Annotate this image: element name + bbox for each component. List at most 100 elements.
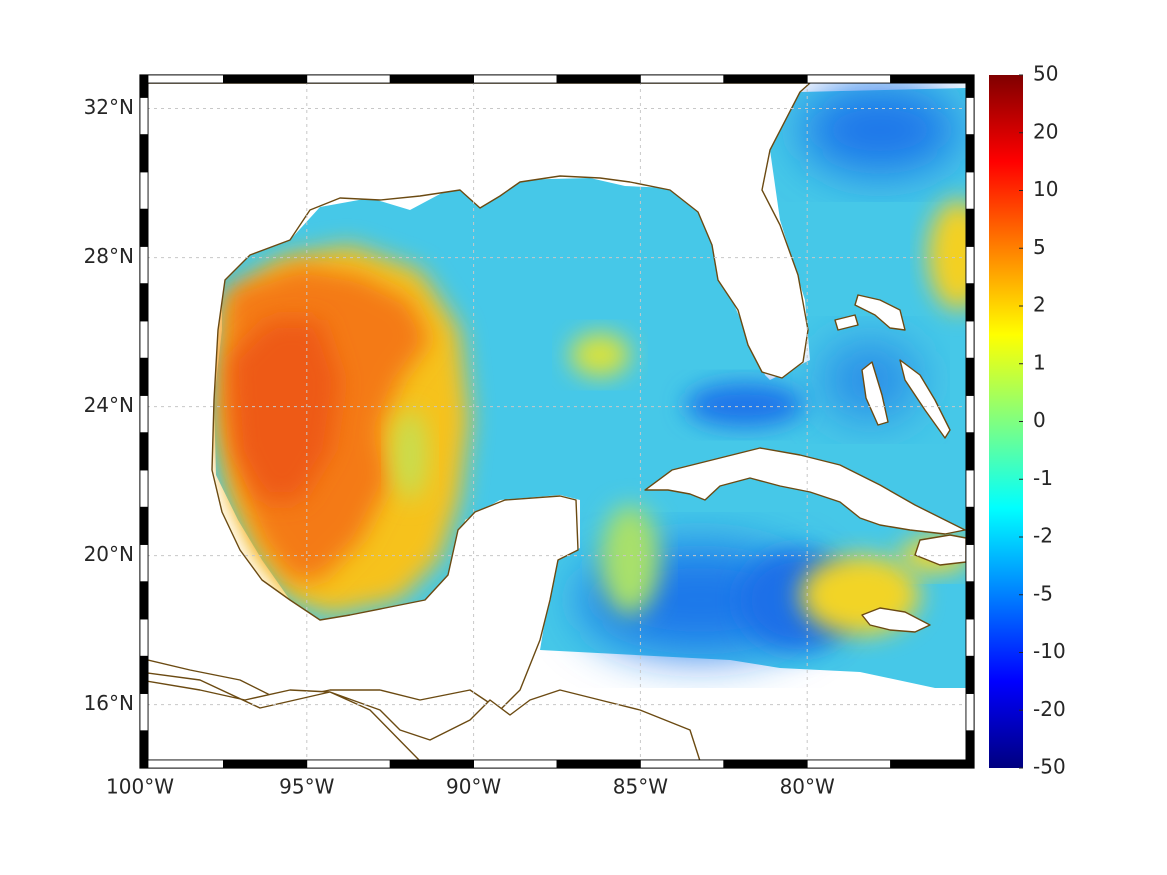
frame-seg-right-7 (965, 469, 975, 508)
y-tick-label-0: 16°N (84, 691, 134, 715)
land-bahamas-abaco (854, 294, 906, 331)
x-tick-label-0: 100°W (106, 775, 174, 799)
colorbar-tick-label-3: 5 (1033, 235, 1046, 259)
colorbar-tick-label-4: 2 (1033, 293, 1046, 317)
field-high-loop (570, 333, 630, 377)
frame-seg-left-16 (139, 134, 149, 173)
x-tick-label-3: 85°W (613, 775, 668, 799)
field-high-yucatan-channel (600, 505, 660, 615)
frame-seg-top-7 (723, 74, 808, 84)
frame-seg-left-2 (139, 655, 149, 694)
frame-seg-bottom-0 (139, 759, 224, 769)
land-bahamas-grand (834, 314, 859, 331)
frame-seg-right-9 (965, 395, 975, 434)
colorbar-tick-label-0: 50 (1033, 62, 1058, 86)
frame-seg-left-14 (139, 208, 149, 247)
land-bahamas-andros (861, 361, 889, 426)
frame-seg-top-8 (806, 74, 892, 84)
frame-seg-right-4 (965, 581, 975, 620)
frame-seg-left-18 (139, 74, 149, 98)
land-hispaniola (914, 534, 966, 566)
map-grid (148, 83, 966, 761)
frame-seg-left-0 (139, 730, 149, 769)
frame-seg-bottom-3 (389, 759, 475, 769)
frame-seg-left-8 (139, 432, 149, 471)
frame-seg-right-18 (965, 74, 975, 98)
y-tick-label-2: 24°N (84, 393, 134, 417)
colorbar-tick-label-11: -20 (1033, 697, 1066, 721)
frame-seg-left-4 (139, 581, 149, 620)
frame-seg-bottom-1 (222, 759, 308, 769)
map-area (148, 83, 966, 761)
frame-seg-right-11 (965, 320, 975, 359)
colorbar-tick-label-2: 10 (1033, 177, 1058, 201)
x-tick-label-1: 95°W (279, 775, 334, 799)
frame-seg-left-9 (139, 395, 149, 434)
frame-seg-left-15 (139, 171, 149, 210)
colorbar-tick-label-5: 1 (1033, 350, 1046, 374)
frame-seg-right-13 (965, 245, 975, 285)
field-low-atlantic (800, 85, 960, 175)
frame-seg-left-1 (139, 693, 149, 732)
frame-seg-left-17 (139, 96, 149, 136)
frame-seg-right-16 (965, 134, 975, 173)
land (148, 83, 966, 761)
frame-seg-right-8 (965, 432, 975, 471)
frame-seg-left-3 (139, 618, 149, 657)
land-bahamas-eleuthera (899, 359, 951, 439)
y-tick-label-4: 32°N (84, 95, 134, 119)
frame-seg-right-15 (965, 171, 975, 210)
frame-seg-right-2 (965, 655, 975, 694)
colorbar-tick-label-7: -1 (1033, 466, 1053, 490)
frame-seg-bottom-5 (556, 759, 641, 769)
frame-seg-top-2 (306, 74, 391, 84)
frame-seg-left-11 (139, 320, 149, 359)
colorbar-tick-label-8: -2 (1033, 524, 1053, 548)
frame-seg-top-4 (473, 74, 558, 84)
land-jamaica (861, 607, 931, 633)
frame-seg-top-5 (556, 74, 641, 84)
frame-seg-right-17 (965, 96, 975, 136)
frame-seg-left-5 (139, 544, 149, 583)
land-central-america (148, 672, 701, 761)
land-north-america (148, 83, 811, 711)
x-tick-label-2: 90°W (446, 775, 501, 799)
frame-seg-bottom-2 (306, 759, 391, 769)
frame-seg-top-1 (222, 74, 308, 84)
frame-seg-bottom-6 (640, 759, 725, 769)
frame-seg-right-6 (965, 506, 975, 545)
field-high-western-gulf (216, 245, 470, 615)
frame-seg-bottom-4 (473, 759, 558, 769)
x-tick-label-4: 80°W (780, 775, 835, 799)
frame-seg-bottom-8 (806, 759, 892, 769)
frame-seg-top-9 (890, 74, 975, 84)
colorbar-tick-label-12: -50 (1033, 755, 1066, 779)
frame-seg-left-12 (139, 283, 149, 322)
frame-seg-left-7 (139, 469, 149, 508)
frame-seg-bottom-9 (890, 759, 975, 769)
y-tick-label-3: 28°N (84, 244, 134, 268)
frame-seg-right-12 (965, 283, 975, 322)
frame-seg-right-0 (965, 730, 975, 769)
x-axis-labels: 100°W 95°W 90°W 85°W 80°W (106, 775, 835, 799)
frame-seg-left-10 (139, 357, 149, 396)
frame-seg-right-5 (965, 544, 975, 583)
frame-seg-top-3 (389, 74, 475, 84)
frame-seg-top-0 (139, 74, 224, 84)
frame-seg-left-6 (139, 506, 149, 545)
field-low-florida-strait (685, 383, 805, 427)
colorbar-body (989, 75, 1023, 768)
frame-seg-left-13 (139, 245, 149, 285)
frame-seg-right-1 (965, 693, 975, 732)
colorbar-tick-label-1: 20 (1033, 119, 1058, 143)
y-axis-labels: 16°N 20°N 24°N 28°N 32°N (84, 95, 134, 715)
frame-seg-right-14 (965, 208, 975, 247)
colorbar-tick-label-10: -10 (1033, 639, 1066, 663)
colorbar-tick-label-6: 0 (1033, 408, 1046, 432)
frame-seg-top-6 (640, 74, 725, 84)
colorbar-tick-label-9: -5 (1033, 581, 1053, 605)
y-tick-label-1: 20°N (84, 542, 134, 566)
frame-seg-right-3 (965, 618, 975, 657)
